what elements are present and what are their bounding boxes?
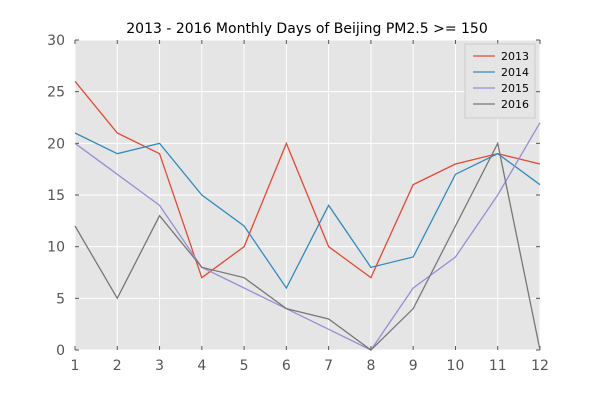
legend: 2013 2014 2015 2016	[464, 43, 536, 119]
x-tick-label: 9	[409, 358, 418, 374]
x-tick-label: 1	[71, 358, 80, 374]
legend-label-2013: 2013	[501, 50, 529, 63]
x-tick-label: 7	[324, 358, 333, 374]
series-line-2015	[74, 122, 541, 351]
y-tick-label: 5	[56, 291, 65, 307]
x-tick-label: 11	[489, 358, 507, 374]
y-tick-label: 25	[47, 85, 65, 101]
x-tick-label: 5	[240, 358, 249, 374]
x-tick-label: 3	[155, 358, 164, 374]
y-tick-label: 0	[56, 343, 65, 359]
y-tick-label: 30	[47, 33, 65, 49]
x-tick-label: 2	[113, 358, 122, 374]
x-tick-label: 6	[282, 358, 291, 374]
legend-label-2015: 2015	[501, 82, 529, 95]
y-tick-label: 20	[47, 136, 65, 152]
x-tick-label: 8	[366, 358, 375, 374]
legend-label-2016: 2016	[501, 98, 529, 111]
series-line-2013	[74, 80, 541, 279]
series-line-2016	[74, 141, 541, 351]
y-tick-label: 15	[47, 188, 65, 204]
y-tick-label: 10	[47, 240, 65, 256]
chart-title: 2013 - 2016 Monthly Days of Beijing PM2.…	[126, 21, 487, 37]
series-lines	[74, 80, 541, 351]
x-tick-label: 12	[531, 358, 549, 374]
legend-label-2014: 2014	[501, 66, 529, 79]
series-line-2014	[74, 132, 541, 290]
x-tick-label: 4	[197, 358, 206, 374]
x-tick-label: 10	[447, 358, 465, 374]
